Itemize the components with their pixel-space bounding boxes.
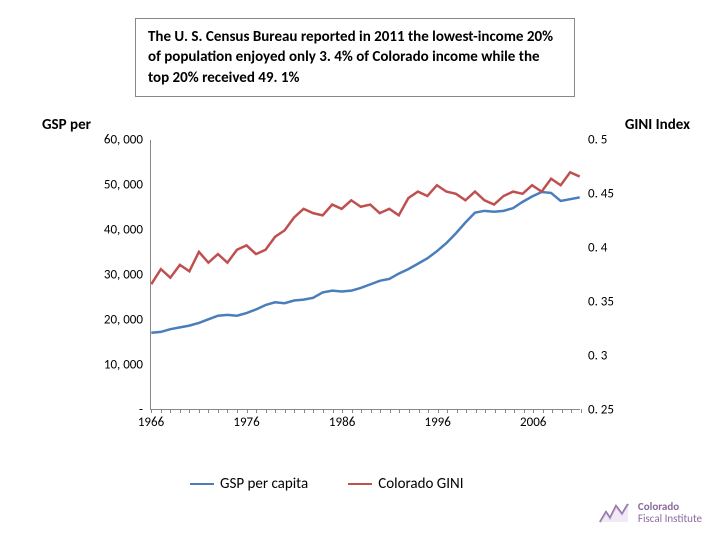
legend-swatch	[348, 483, 372, 486]
x-minor-tick	[419, 409, 420, 413]
x-tick: 1996	[424, 415, 450, 430]
x-minor-tick	[543, 409, 544, 413]
x-minor-tick	[313, 409, 314, 413]
y-right-tick: 0. 35	[588, 295, 614, 310]
x-minor-tick	[256, 409, 257, 413]
x-minor-tick	[447, 409, 448, 413]
x-minor-tick	[199, 409, 200, 413]
x-minor-tick	[380, 409, 381, 413]
chart-lines	[151, 140, 580, 409]
series-line	[151, 192, 579, 333]
logo-text: Colorado Fiscal Institute	[638, 501, 702, 524]
x-tick: 1986	[329, 415, 355, 430]
chart: -10, 00020, 00030, 00040, 00050, 00060, …	[95, 140, 635, 440]
caption-box: The U. S. Census Bureau reported in 2011…	[135, 18, 575, 97]
legend-item-gsp: GSP per capita	[190, 475, 308, 493]
x-minor-tick	[485, 409, 486, 413]
y-left-tick: 60, 000	[104, 133, 143, 148]
x-tick: 2006	[520, 415, 546, 430]
y-right-tick: 0. 3	[588, 349, 607, 364]
x-minor-tick	[409, 409, 410, 413]
y-right-tick: 0. 25	[588, 403, 614, 418]
x-minor-tick	[562, 409, 563, 413]
y-right-tick: 0. 45	[588, 187, 614, 202]
logo: Colorado Fiscal Institute	[598, 500, 702, 526]
x-minor-tick	[342, 409, 343, 413]
x-minor-tick	[304, 409, 305, 413]
x-minor-tick	[476, 409, 477, 413]
plot-area: -10, 00020, 00030, 00040, 00050, 00060, …	[150, 140, 580, 410]
x-minor-tick	[170, 409, 171, 413]
x-minor-tick	[581, 409, 582, 413]
x-tick: 1976	[233, 415, 259, 430]
caption-text: The U. S. Census Bureau reported in 2011…	[148, 28, 553, 87]
y-left-tick: 40, 000	[104, 223, 143, 238]
x-minor-tick	[161, 409, 162, 413]
x-minor-tick	[552, 409, 553, 413]
y-left-tick: 30, 000	[104, 268, 143, 283]
series-line	[151, 172, 579, 284]
left-axis-title: GSP per	[42, 116, 91, 134]
logo-icon	[598, 500, 632, 526]
y-right-tick: 0. 5	[588, 133, 607, 148]
x-minor-tick	[533, 409, 534, 413]
x-minor-tick	[294, 409, 295, 413]
x-minor-tick	[571, 409, 572, 413]
x-minor-tick	[275, 409, 276, 413]
x-minor-tick	[180, 409, 181, 413]
right-axis-title: GINI Index	[625, 116, 690, 134]
x-minor-tick	[151, 409, 152, 413]
x-minor-tick	[227, 409, 228, 413]
x-minor-tick	[399, 409, 400, 413]
x-minor-tick	[524, 409, 525, 413]
x-tick: 1966	[138, 415, 164, 430]
y-right-tick: 0. 4	[588, 241, 607, 256]
x-minor-tick	[208, 409, 209, 413]
x-minor-tick	[333, 409, 334, 413]
y-left-tick: 20, 000	[104, 313, 143, 328]
x-minor-tick	[285, 409, 286, 413]
x-minor-tick	[218, 409, 219, 413]
x-minor-tick	[247, 409, 248, 413]
x-minor-tick	[371, 409, 372, 413]
x-minor-tick	[266, 409, 267, 413]
logo-line2: Fiscal Institute	[638, 513, 702, 525]
x-minor-tick	[237, 409, 238, 413]
x-minor-tick	[189, 409, 190, 413]
legend-label: Colorado GINI	[378, 475, 463, 493]
x-minor-tick	[352, 409, 353, 413]
legend-item-gini: Colorado GINI	[348, 475, 463, 493]
y-left-tick: 10, 000	[104, 358, 143, 373]
x-minor-tick	[390, 409, 391, 413]
x-minor-tick	[505, 409, 506, 413]
x-minor-tick	[514, 409, 515, 413]
x-minor-tick	[361, 409, 362, 413]
y-left-tick: 50, 000	[104, 178, 143, 193]
legend: GSP per capita Colorado GINI	[190, 475, 463, 493]
x-minor-tick	[466, 409, 467, 413]
x-minor-tick	[323, 409, 324, 413]
x-minor-tick	[428, 409, 429, 413]
x-minor-tick	[457, 409, 458, 413]
legend-swatch	[190, 483, 214, 486]
x-minor-tick	[438, 409, 439, 413]
legend-label: GSP per capita	[220, 475, 308, 493]
x-minor-tick	[495, 409, 496, 413]
